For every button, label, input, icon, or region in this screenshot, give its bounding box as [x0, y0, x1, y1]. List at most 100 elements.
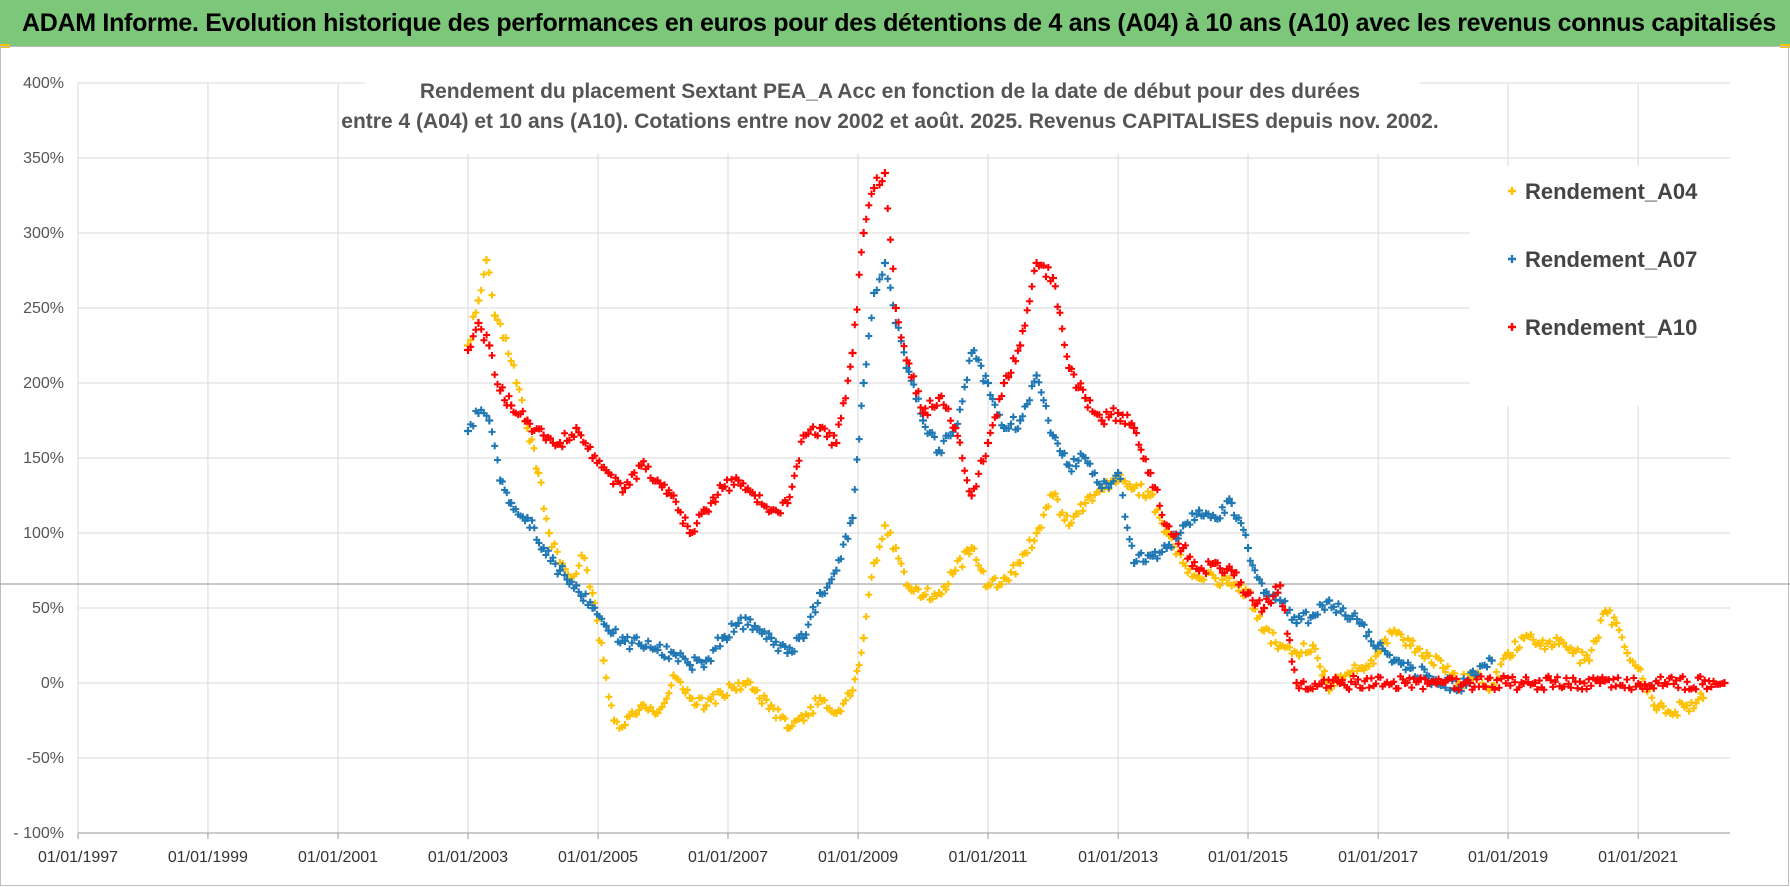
- series-markers: [1506, 633, 1526, 661]
- series-markers: [602, 674, 615, 709]
- series-markers: [862, 573, 875, 621]
- x-tick-label: 01/01/2013: [1078, 849, 1158, 866]
- series-markers: [851, 248, 865, 329]
- series-markers: [1522, 631, 1542, 648]
- chart-title-line1: Rendement du placement Sextant PEA_A Acc…: [420, 80, 1360, 103]
- series-markers: [1295, 640, 1315, 660]
- data-point: [523, 424, 532, 432]
- series-markers: [575, 428, 594, 453]
- y-tick-label: 150%: [23, 450, 64, 467]
- series-markers: [1149, 483, 1168, 528]
- series-markers: [1019, 536, 1038, 558]
- series-markers: [1571, 645, 1591, 667]
- series-markers: [753, 686, 773, 713]
- series-markers: [467, 326, 480, 351]
- series-markers: [1279, 602, 1298, 674]
- data-point: [545, 529, 554, 537]
- series-markers: [954, 432, 973, 495]
- data-point: [1244, 544, 1253, 552]
- series-markers: [1555, 636, 1575, 654]
- data-point: [1341, 611, 1350, 620]
- series-markers: [862, 314, 875, 368]
- data-point: [880, 169, 889, 177]
- series-markers: [526, 420, 545, 435]
- data-point: [1623, 649, 1632, 657]
- series-markers: [970, 545, 990, 591]
- data-point: [1016, 341, 1025, 350]
- series-markers: [1132, 429, 1152, 477]
- series-markers: [921, 397, 941, 419]
- data-point: [1227, 499, 1236, 507]
- series-markers: [591, 599, 605, 647]
- report-banner: ADAM Informe. Evolution historique des p…: [0, 0, 1790, 46]
- series-markers: [1474, 654, 1493, 679]
- series-markers: [786, 712, 805, 732]
- data-point: [588, 589, 597, 597]
- series-markers: [895, 324, 908, 356]
- series-markers: [851, 649, 865, 683]
- series-markers: [1068, 365, 1087, 394]
- series-markers: [1002, 347, 1022, 381]
- series-markers: [1409, 637, 1428, 662]
- y-tick-label: - 100%: [13, 825, 64, 842]
- series-markers: [1002, 413, 1022, 434]
- series-markers: [1262, 624, 1282, 653]
- chart-frame: [0, 46, 1789, 886]
- series-markers: [1360, 652, 1380, 674]
- data-point: [572, 424, 581, 432]
- series-markers: [467, 309, 480, 344]
- x-tick-label: 01/01/1997: [38, 849, 118, 866]
- data-point: [859, 229, 868, 237]
- series-markers: [640, 701, 659, 718]
- series-markers: [1132, 549, 1152, 566]
- series-markers: [1116, 475, 1136, 550]
- data-point: [1081, 499, 1090, 507]
- data-point: [1552, 634, 1561, 642]
- series-markers: [905, 582, 925, 602]
- series-markers: [1051, 434, 1071, 468]
- series-Rendement_A10: [463, 169, 1729, 694]
- series-markers: [1116, 411, 1136, 429]
- series-markers: [688, 694, 708, 713]
- series-markers: [542, 433, 562, 450]
- series-markers: [937, 428, 957, 457]
- series-markers: [498, 478, 513, 507]
- series-markers: [818, 696, 838, 717]
- x-tick-label: 01/01/2003: [428, 849, 508, 866]
- series-markers: [1084, 488, 1103, 505]
- series-markers: [1360, 621, 1380, 652]
- x-tick-label: 01/01/2007: [688, 849, 768, 866]
- series-markers: [1181, 562, 1201, 581]
- data-point: [880, 521, 889, 530]
- series-markers: [672, 498, 692, 530]
- data-point: [1439, 664, 1448, 672]
- x-tick-label: 01/01/1999: [168, 849, 248, 866]
- series-markers: [656, 641, 675, 663]
- data-point: [880, 259, 889, 267]
- series-markers: [1295, 673, 1342, 693]
- series-markers: [477, 325, 491, 344]
- series-markers: [1100, 404, 1120, 428]
- data-point: [919, 416, 928, 425]
- series-markers: [1615, 626, 1629, 651]
- legend-label: Rendement_A04: [1525, 179, 1698, 204]
- series-markers: [1685, 690, 1705, 715]
- data-point: [1195, 506, 1204, 515]
- scatter-chart: Rendement du placement Sextant PEA_A Acc…: [0, 66, 1790, 866]
- data-point: [474, 296, 483, 305]
- series-markers: [498, 383, 513, 409]
- series-markers: [1393, 628, 1412, 649]
- series-markers: [970, 452, 990, 493]
- series-markers: [937, 392, 957, 432]
- series-markers: [905, 360, 925, 411]
- y-tick-label: 350%: [23, 150, 64, 167]
- series-markers: [1019, 267, 1038, 335]
- series-markers: [613, 718, 626, 732]
- series-markers: [558, 562, 578, 592]
- series-markers: [1653, 699, 1672, 717]
- series-markers: [1230, 569, 1250, 599]
- series-markers: [1669, 698, 1688, 719]
- series-markers: [558, 429, 578, 451]
- series-markers: [884, 275, 897, 309]
- series-markers: [510, 407, 529, 425]
